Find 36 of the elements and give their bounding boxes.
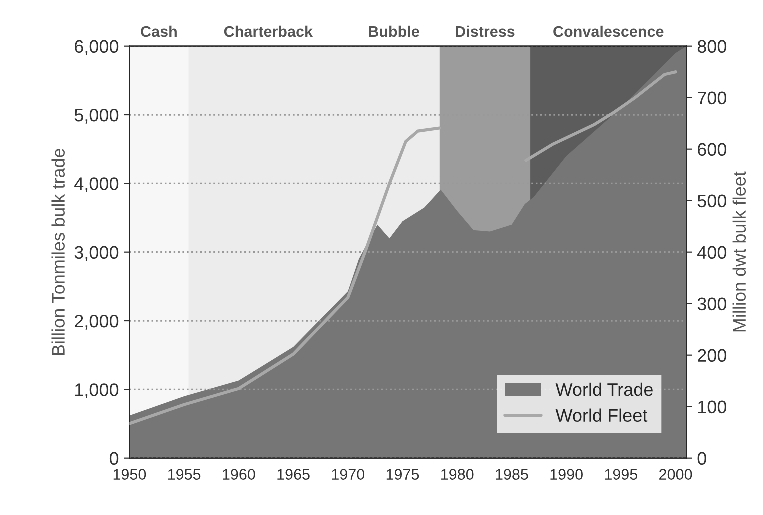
y2-tick-label: 500 (698, 194, 727, 208)
y-tick-label: 4,000 (74, 178, 119, 193)
x-tick-label: 2000 (660, 469, 692, 480)
legend-label: World Fleet (556, 408, 648, 422)
x-tick-label: 1955 (168, 469, 201, 480)
y-axis-title: Billion Tonmiles bulk trade (52, 148, 65, 356)
y2-axis-title: Million dwt bulk fleet (732, 172, 746, 332)
y-tick-label: 6,000 (75, 40, 119, 56)
y2-tick-label: 200 (698, 349, 727, 362)
x-tick-label: 1995 (605, 469, 638, 480)
y-tick-label: 0 (110, 452, 119, 466)
y-tick-label: 3,000 (74, 246, 119, 262)
y2-tick-label: 800 (698, 40, 727, 54)
band-label: Bubble (369, 26, 420, 38)
x-tick-label: 1970 (332, 469, 365, 480)
y-tick-label: 1,000 (75, 384, 119, 399)
y2-tick-label: 300 (698, 298, 727, 311)
y-tick-label: 2,000 (75, 314, 119, 330)
band-label: Distress (456, 26, 515, 38)
y2-tick-label: 400 (698, 246, 727, 260)
band-label: Charterback (224, 26, 314, 38)
x-tick-label: 1980 (442, 469, 474, 480)
y-tick-label: 5,000 (74, 108, 119, 124)
x-tick-label: 1975 (386, 469, 420, 480)
y2-tick-label: 600 (698, 143, 727, 156)
y2-tick-label: 100 (698, 400, 727, 414)
x-tick-label: 1960 (223, 469, 256, 480)
x-tick-label: 1965 (278, 469, 310, 480)
y2-tick-label: 0 (698, 452, 706, 466)
x-tick-label: 1950 (114, 469, 146, 480)
y2-tick-label: 700 (698, 92, 727, 105)
legend-label: World Trade (556, 382, 653, 396)
x-tick-label: 1990 (550, 469, 583, 480)
band-label: Convalescence (554, 26, 664, 38)
x-tick-label: 1985 (496, 469, 528, 480)
band-label: Cash (141, 26, 177, 38)
